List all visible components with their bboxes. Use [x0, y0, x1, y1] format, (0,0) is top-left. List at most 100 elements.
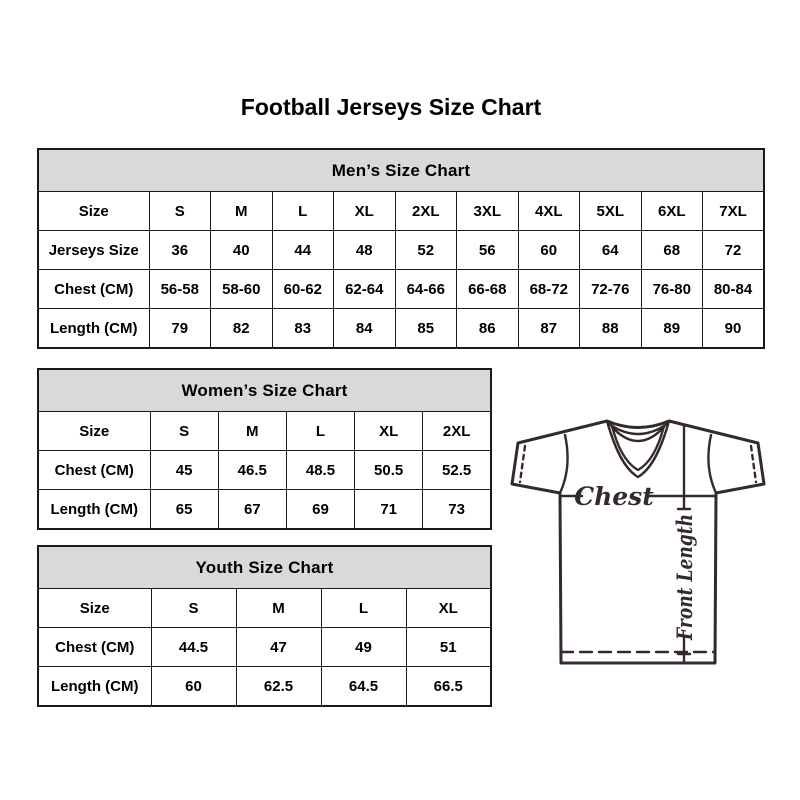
- size-value-cell: 68-72: [517, 269, 580, 309]
- table-row: Length (CM) 79 82 83 84 85 86 87 88 89 90: [37, 308, 765, 349]
- sleeve-cuff-dashes: [518, 444, 758, 484]
- column-header: M: [210, 191, 273, 231]
- size-value-cell: 85: [394, 308, 457, 349]
- table-row: Size S M L XL 2XL: [37, 411, 492, 451]
- size-value-cell: 71: [354, 489, 424, 530]
- column-header: L: [285, 411, 356, 451]
- table-row: Chest (CM) 56-58 58-60 60-62 62-64 64-66 66-68…: [37, 269, 765, 309]
- size-value-cell: 86: [456, 308, 519, 349]
- column-header: XL: [354, 411, 424, 451]
- size-value-cell: 65: [149, 489, 219, 530]
- womens-size-table: Women’s Size Chart Size S M L XL 2XL Chest (CM)…: [37, 368, 492, 530]
- front-length-measure-line: [676, 423, 692, 663]
- size-value-cell: 84: [333, 308, 396, 349]
- column-header: XL: [405, 588, 492, 628]
- size-value-cell: 60: [517, 230, 580, 270]
- table-row: Size S M L XL 2XL 3XL 4XL 5XL 6XL 7XL: [37, 191, 765, 231]
- column-header: M: [235, 588, 322, 628]
- row-label: Length (CM): [37, 666, 152, 707]
- size-value-cell: 40: [210, 230, 273, 270]
- size-value-cell: 60-62: [271, 269, 334, 309]
- row-label: Chest (CM): [37, 269, 150, 309]
- row-label: Size: [37, 191, 150, 231]
- size-value-cell: 50.5: [354, 450, 424, 490]
- size-value-cell: 47: [235, 627, 322, 667]
- size-value-cell: 89: [640, 308, 703, 349]
- jersey-outline: [510, 419, 766, 665]
- size-value-cell: 80-84: [702, 269, 765, 309]
- size-value-cell: 69: [285, 489, 356, 530]
- column-header: 3XL: [456, 191, 519, 231]
- size-value-cell: 51: [405, 627, 492, 667]
- table-row: Size S M L XL: [37, 588, 492, 628]
- chest-label: Chest: [574, 482, 654, 511]
- size-value-cell: 67: [217, 489, 287, 530]
- size-value-cell: 82: [210, 308, 273, 349]
- size-value-cell: 72-76: [579, 269, 642, 309]
- size-value-cell: 72: [702, 230, 765, 270]
- table-title: Men’s Size Chart: [37, 148, 765, 192]
- size-value-cell: 64: [579, 230, 642, 270]
- column-header: 4XL: [517, 191, 580, 231]
- size-value-cell: 52.5: [422, 450, 492, 490]
- size-value-cell: 45: [149, 450, 219, 490]
- youth-size-table: Youth Size Chart Size S M L XL Chest (CM) 44.5 4…: [37, 545, 492, 707]
- jersey-measurement-diagram: Chest Front Length: [508, 413, 780, 691]
- row-label: Size: [37, 411, 151, 451]
- size-value-cell: 87: [517, 308, 580, 349]
- size-value-cell: 48: [333, 230, 396, 270]
- size-value-cell: 90: [702, 308, 765, 349]
- row-label: Size: [37, 588, 152, 628]
- table-row: Chest (CM) 45 46.5 48.5 50.5 52.5: [37, 450, 492, 490]
- column-header: S: [148, 191, 211, 231]
- size-value-cell: 56-58: [148, 269, 211, 309]
- column-header: S: [150, 588, 237, 628]
- page-title: Football Jerseys Size Chart: [240, 94, 542, 120]
- v-neck-lines: [605, 419, 671, 479]
- size-value-cell: 60: [150, 666, 237, 707]
- armhole-seams: [558, 433, 718, 495]
- size-value-cell: 49: [320, 627, 407, 667]
- front-length-label: Front Length: [672, 514, 697, 641]
- mens-size-table: Men’s Size Chart Size S M L XL 2XL 3XL 4XL 5XL 6XL…: [37, 148, 765, 349]
- size-value-cell: 83: [271, 308, 334, 349]
- column-header: L: [271, 191, 334, 231]
- table-row: Jerseys Size 36 40 44 48 52 56 60 64 68 72: [37, 230, 765, 270]
- table-row: Length (CM) 60 62.5 64.5 66.5: [37, 666, 492, 707]
- row-label: Chest (CM): [37, 627, 152, 667]
- column-header: 6XL: [640, 191, 703, 231]
- table-title: Women’s Size Chart: [37, 368, 492, 412]
- size-value-cell: 36: [148, 230, 211, 270]
- size-value-cell: 76-80: [640, 269, 703, 309]
- column-header: M: [217, 411, 287, 451]
- size-value-cell: 73: [422, 489, 492, 530]
- column-header: 2XL: [394, 191, 457, 231]
- size-value-cell: 62-64: [333, 269, 396, 309]
- size-value-cell: 66.5: [405, 666, 492, 707]
- size-value-cell: 44: [271, 230, 334, 270]
- row-label: Length (CM): [37, 489, 151, 530]
- row-label: Chest (CM): [37, 450, 151, 490]
- table-row: Chest (CM) 44.5 47 49 51: [37, 627, 492, 667]
- column-header: S: [149, 411, 219, 451]
- table-row: Length (CM) 65 67 69 71 73: [37, 489, 492, 530]
- size-value-cell: 52: [394, 230, 457, 270]
- collar-band-arcs: [607, 422, 669, 443]
- size-value-cell: 48.5: [285, 450, 356, 490]
- size-value-cell: 44.5: [150, 627, 237, 667]
- size-value-cell: 64.5: [320, 666, 407, 707]
- size-value-cell: 62.5: [235, 666, 322, 707]
- column-header: 2XL: [422, 411, 492, 451]
- column-header: 5XL: [579, 191, 642, 231]
- size-value-cell: 58-60: [210, 269, 273, 309]
- column-header: L: [320, 588, 407, 628]
- size-value-cell: 56: [456, 230, 519, 270]
- size-value-cell: 88: [579, 308, 642, 349]
- size-value-cell: 79: [148, 308, 211, 349]
- column-header: 7XL: [702, 191, 765, 231]
- column-header: XL: [333, 191, 396, 231]
- table-title: Youth Size Chart: [37, 545, 492, 589]
- size-value-cell: 64-66: [394, 269, 457, 309]
- size-value-cell: 46.5: [217, 450, 287, 490]
- size-value-cell: 68: [640, 230, 703, 270]
